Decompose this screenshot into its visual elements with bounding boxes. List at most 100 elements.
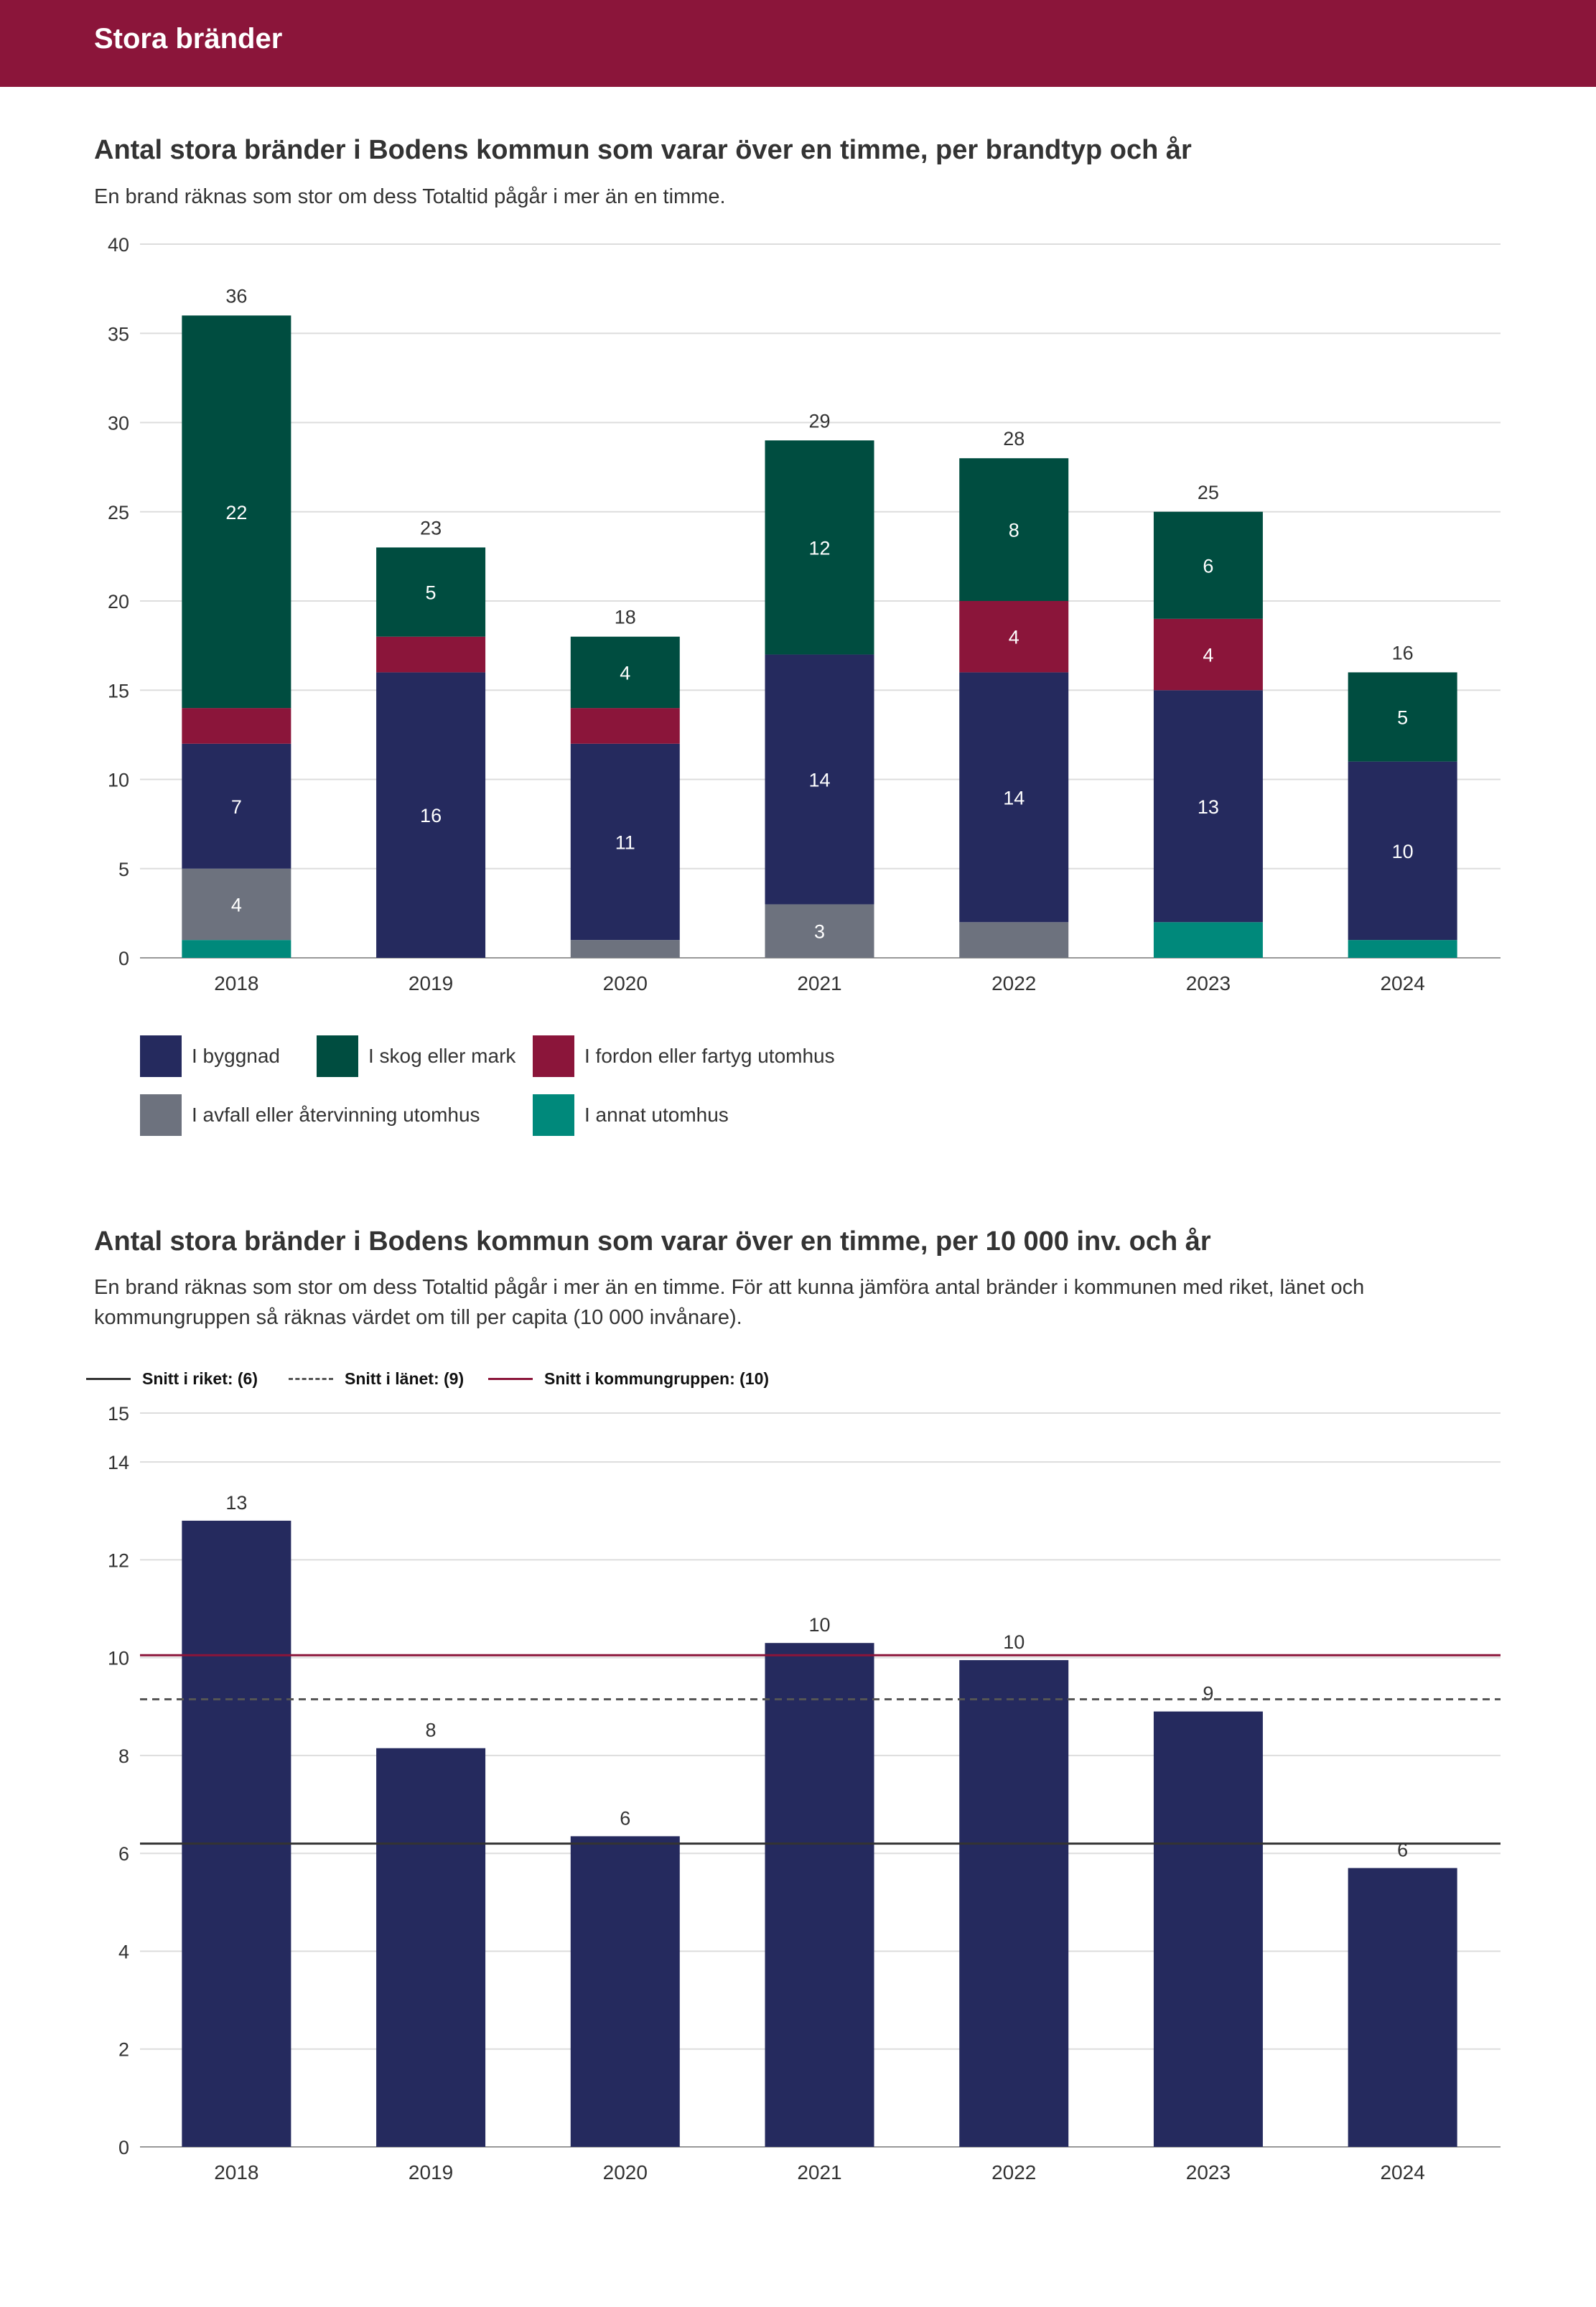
bar <box>182 1520 291 2147</box>
y-tick-label: 2 <box>118 2039 129 2061</box>
x-tick-label: 2018 <box>214 2161 258 2184</box>
bar-segment <box>376 547 486 637</box>
total-value-label: 25 <box>1198 482 1219 503</box>
segment-value-label: 10 <box>1392 841 1414 862</box>
legend-label: I fordon eller fartyg utomhus <box>584 1045 835 1067</box>
legend-swatch <box>140 1035 182 1077</box>
bar-segment <box>959 672 1069 923</box>
bar-segment <box>1153 690 1263 923</box>
bar-segment <box>1153 922 1263 958</box>
legend-swatch <box>317 1035 358 1077</box>
y-tick-label: 15 <box>108 1403 129 1425</box>
legend-label: I skog eller mark <box>368 1045 516 1067</box>
segment-value-label: 4 <box>620 662 630 684</box>
segment-value-label: 16 <box>420 805 442 826</box>
segment-value-label: 12 <box>808 537 830 559</box>
x-tick-label: 2022 <box>991 2161 1036 2184</box>
bar-segment <box>182 743 291 869</box>
y-tick-label: 8 <box>118 1746 129 1767</box>
legend-label: I avfall eller återvinning utomhus <box>192 1104 480 1126</box>
bar-segment <box>1153 511 1263 619</box>
reference-legend-item: Snitt i kommungruppen: (10) <box>488 1364 769 1393</box>
reference-legend-label: Snitt i riket: (6) <box>142 1369 258 1388</box>
legend-item: I byggnad <box>140 1035 280 1077</box>
bar-segment <box>765 654 874 905</box>
segment-value-label: 5 <box>426 582 437 604</box>
y-tick-label: 30 <box>108 413 129 434</box>
bar-segment <box>959 458 1069 601</box>
x-tick-label: 2021 <box>797 2161 841 2184</box>
bar-value-label: 6 <box>620 1807 630 1829</box>
legend-swatch <box>533 1035 574 1077</box>
bar-segment <box>1348 761 1457 941</box>
segment-value-label: 5 <box>1397 707 1408 729</box>
segment-value-label: 3 <box>814 921 825 943</box>
y-tick-label: 10 <box>108 770 129 791</box>
y-tick-label: 15 <box>108 680 129 702</box>
reference-legend-label: Snitt i länet: (9) <box>345 1369 465 1388</box>
bar-value-label: 10 <box>808 1614 830 1636</box>
bar-segment <box>959 922 1069 958</box>
reference-legend-item: Snitt i riket: (6) <box>86 1364 258 1393</box>
chart1-subtitle: En brand räknas som stor om dess Totalti… <box>94 185 726 208</box>
reference-legend-line <box>86 1377 131 1380</box>
y-tick-label: 10 <box>108 1648 129 1669</box>
legend-item: I fordon eller fartyg utomhus <box>533 1035 835 1077</box>
x-tick-label: 2024 <box>1380 972 1424 994</box>
bar-segment <box>570 743 680 941</box>
y-tick-label: 40 <box>108 234 129 256</box>
bar-segment <box>570 940 680 958</box>
reference-legend-label: Snitt i kommungruppen: (10) <box>544 1369 770 1388</box>
segment-value-label: 4 <box>231 894 242 915</box>
x-tick-label: 2021 <box>797 972 841 994</box>
y-tick-label: 0 <box>118 2137 129 2158</box>
segment-value-label: 6 <box>1203 555 1213 577</box>
reference-legend-line <box>488 1377 533 1380</box>
reference-legend-line <box>289 1377 333 1380</box>
chart1-plot: 0510152025303540472236201816523201911418… <box>108 234 1501 994</box>
reference-legend-item: Snitt i länet: (9) <box>289 1364 464 1393</box>
bar-segment <box>182 940 291 958</box>
bar-segment <box>765 904 874 958</box>
segment-value-label: 7 <box>231 796 242 818</box>
legend-item: I annat utomhus <box>533 1094 729 1136</box>
bar-segment <box>182 315 291 709</box>
bar <box>1153 1711 1263 2147</box>
bar-value-label: 8 <box>426 1720 437 1741</box>
legend-label: I annat utomhus <box>584 1104 729 1126</box>
total-value-label: 23 <box>420 517 442 539</box>
x-tick-label: 2022 <box>991 972 1036 994</box>
segment-value-label: 8 <box>1009 520 1019 541</box>
legend-item: I skog eller mark <box>317 1035 515 1077</box>
segment-value-label: 22 <box>225 502 247 523</box>
x-tick-label: 2018 <box>214 972 258 994</box>
legend-swatch <box>533 1094 574 1136</box>
bar <box>765 1643 874 2147</box>
segment-value-label: 11 <box>615 831 635 853</box>
bar <box>376 1748 486 2147</box>
page-header: Stora bränder <box>0 0 1596 87</box>
legend-label: I byggnad <box>192 1045 280 1067</box>
x-tick-label: 2024 <box>1380 2161 1424 2184</box>
x-tick-label: 2023 <box>1186 972 1231 994</box>
x-tick-label: 2023 <box>1186 2161 1231 2184</box>
bar-value-label: 13 <box>225 1492 247 1514</box>
bar-value-label: 10 <box>1003 1631 1025 1653</box>
x-tick-label: 2020 <box>603 972 648 994</box>
bar-segment <box>1348 672 1457 762</box>
segment-value-label: 4 <box>1009 627 1019 648</box>
total-value-label: 36 <box>225 285 247 307</box>
total-value-label: 18 <box>615 607 636 628</box>
bar-segment <box>376 672 486 958</box>
bar <box>959 1660 1069 2147</box>
bar-segment <box>182 708 291 744</box>
x-tick-label: 2020 <box>603 2161 648 2184</box>
bar-segment <box>1153 618 1263 691</box>
total-value-label: 29 <box>808 410 830 432</box>
y-tick-label: 0 <box>118 948 129 969</box>
segment-value-label: 4 <box>1203 645 1213 666</box>
segment-value-label: 14 <box>1003 787 1025 808</box>
bar-segment <box>765 440 874 655</box>
x-tick-label: 2019 <box>409 972 453 994</box>
